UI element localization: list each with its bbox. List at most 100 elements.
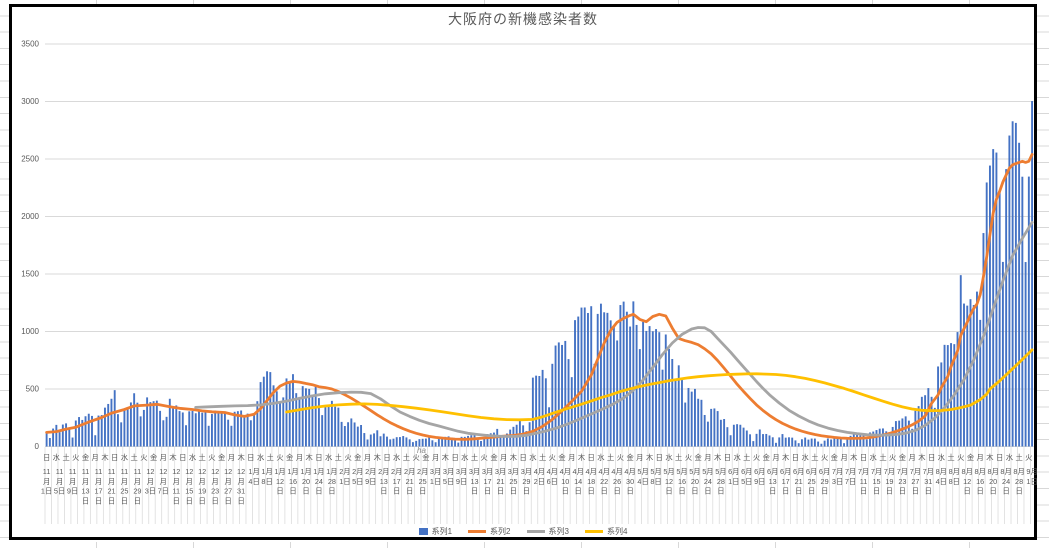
svg-text:7月: 7月: [884, 467, 895, 476]
chart-object[interactable]: [9, 4, 1037, 540]
svg-text:日: 日: [315, 453, 322, 462]
svg-text:1日: 1日: [728, 477, 739, 486]
svg-text:25: 25: [808, 477, 816, 486]
svg-text:日: 日: [179, 453, 186, 462]
legend-item-series4[interactable]: 系列4: [584, 526, 627, 537]
svg-text:月: 月: [69, 477, 76, 486]
svg-text:木: 木: [986, 453, 994, 462]
bar-swatch-icon: [418, 528, 428, 535]
svg-text:月: 月: [147, 477, 154, 486]
legend-item-series2[interactable]: 系列2: [468, 526, 511, 537]
svg-text:23: 23: [898, 477, 906, 486]
svg-text:6月: 6月: [728, 467, 739, 476]
svg-text:日: 日: [82, 496, 89, 505]
svg-text:日: 日: [510, 487, 517, 496]
svg-text:日: 日: [173, 496, 180, 505]
y-axis-labels[interactable]: 0 500 1000 1500 2000 2500 3000 3500: [21, 40, 39, 452]
svg-text:2500: 2500: [21, 155, 39, 164]
svg-text:日: 日: [383, 453, 390, 462]
svg-text:日: 日: [406, 487, 413, 496]
svg-text:日: 日: [795, 487, 802, 496]
svg-text:21: 21: [496, 477, 504, 486]
svg-text:木: 木: [442, 453, 450, 462]
svg-text:日: 日: [665, 487, 672, 496]
legend-item-series3[interactable]: 系列3: [526, 526, 569, 537]
svg-text:火: 火: [1025, 453, 1033, 462]
svg-text:金: 金: [763, 453, 771, 462]
svg-text:2月: 2月: [339, 467, 350, 476]
svg-text:5月: 5月: [663, 467, 674, 476]
svg-text:8月: 8月: [962, 467, 973, 476]
svg-text:月: 月: [108, 477, 115, 486]
x-axis-weekday-labels[interactable]: 日水土火金月木日水土火金月木日水土火金月木日水土火金月木日水土火金月木日水土火金…: [43, 453, 1033, 462]
svg-text:日: 日: [471, 487, 478, 496]
svg-text:日: 日: [497, 487, 504, 496]
x-axis-date-labels[interactable]: 11月1日11月5日11月9日11月13日11月17日11月21日11月25日1…: [41, 467, 1038, 505]
line-series-2[interactable]: [45, 152, 1034, 441]
line-series-3[interactable]: [194, 220, 1034, 438]
line-series-4[interactable]: [285, 348, 1034, 422]
svg-text:8月: 8月: [1013, 467, 1024, 476]
svg-text:水: 水: [1006, 453, 1014, 462]
svg-text:2月: 2月: [417, 467, 428, 476]
svg-text:日: 日: [588, 453, 595, 462]
svg-text:4月: 4月: [534, 467, 545, 476]
svg-text:22: 22: [600, 477, 608, 486]
svg-text:水: 水: [257, 453, 265, 462]
svg-text:日: 日: [1002, 487, 1009, 496]
svg-text:3月: 3月: [469, 467, 480, 476]
svg-text:12: 12: [211, 467, 219, 476]
svg-text:11: 11: [56, 467, 64, 476]
svg-text:31: 31: [237, 487, 245, 496]
svg-text:4日: 4日: [936, 477, 947, 486]
legend-item-series1[interactable]: 系列1: [418, 526, 452, 537]
svg-text:金: 金: [831, 453, 839, 462]
svg-text:土: 土: [199, 453, 206, 462]
svg-text:月: 月: [92, 453, 99, 462]
svg-text:5日: 5日: [352, 477, 363, 486]
svg-text:21: 21: [795, 477, 803, 486]
svg-text:6月: 6月: [754, 467, 765, 476]
svg-text:8日: 8日: [650, 477, 661, 486]
svg-text:1日: 1日: [430, 477, 441, 486]
svg-text:金: 金: [695, 453, 703, 462]
svg-text:火: 火: [889, 453, 897, 462]
svg-text:金: 金: [626, 453, 634, 462]
svg-text:火: 火: [413, 453, 421, 462]
svg-text:7日: 7日: [845, 477, 856, 486]
svg-text:7月: 7月: [897, 467, 908, 476]
svg-text:水: 水: [121, 453, 129, 462]
svg-text:7月: 7月: [871, 467, 882, 476]
svg-text:日: 日: [678, 487, 685, 496]
chart-legend: 系列1 系列2 系列3 系列4: [9, 526, 1037, 537]
svg-text:3月: 3月: [521, 467, 532, 476]
svg-text:28: 28: [328, 477, 336, 486]
axis-tick-separators: [44, 447, 1031, 524]
svg-text:土: 土: [62, 453, 69, 462]
svg-text:10: 10: [561, 477, 569, 486]
svg-text:日: 日: [43, 453, 50, 462]
svg-text:木: 木: [101, 453, 109, 462]
svg-text:火: 火: [140, 453, 148, 462]
svg-text:日: 日: [656, 453, 663, 462]
svg-text:12: 12: [185, 467, 193, 476]
svg-text:13: 13: [769, 477, 777, 486]
chart-title[interactable]: 大阪府の新機感染者数: [448, 11, 598, 27]
svg-text:日: 日: [186, 496, 193, 505]
svg-text:日: 日: [860, 453, 867, 462]
svg-text:日: 日: [212, 496, 219, 505]
svg-text:日: 日: [108, 496, 115, 505]
svg-text:火: 火: [957, 453, 965, 462]
svg-text:3日: 3日: [145, 487, 156, 496]
svg-text:3月: 3月: [508, 467, 519, 476]
svg-text:火: 火: [617, 453, 625, 462]
svg-text:28: 28: [717, 477, 725, 486]
svg-text:木: 木: [169, 453, 177, 462]
svg-text:金: 金: [899, 453, 907, 462]
svg-text:21: 21: [406, 477, 414, 486]
svg-text:1日: 1日: [339, 477, 350, 486]
svg-text:26: 26: [613, 477, 621, 486]
svg-text:土: 土: [675, 453, 682, 462]
svg-text:7月: 7月: [858, 467, 869, 476]
svg-text:日: 日: [613, 487, 620, 496]
